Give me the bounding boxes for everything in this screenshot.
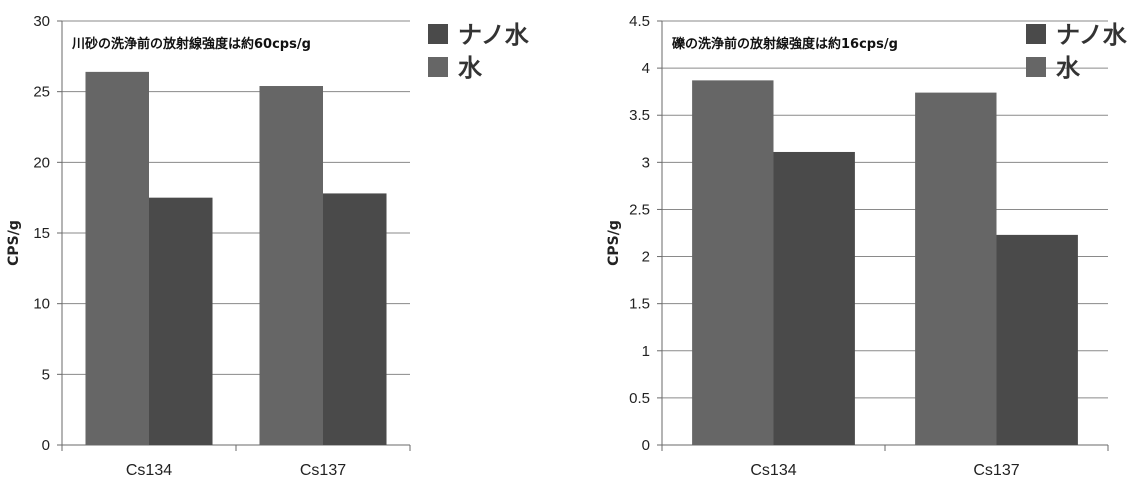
y-tick-label: 20 <box>33 154 50 171</box>
legend-swatch-ナノ水 <box>428 24 448 44</box>
y-tick-label: 10 <box>33 296 50 313</box>
chart-left: 0 5 10 15 20 25 30 Cs134 Cs137 川砂の洗浄前の放射線強度は約60cp… <box>0 0 560 494</box>
y-tick-label: 4 <box>642 60 650 77</box>
y-tick-label: 25 <box>33 84 50 101</box>
legend-swatch-ナノ水 <box>1026 24 1046 44</box>
legend-label: 水 <box>458 54 483 82</box>
y-tick-label: 2 <box>642 249 650 266</box>
legend-swatch-水 <box>1026 57 1046 77</box>
y-tick-label: 30 <box>33 13 50 30</box>
bar-水-Cs137 <box>915 92 997 445</box>
chart-left-svg: 0 5 10 15 20 25 30 Cs134 Cs137 川砂の洗浄前の放射線強度は約60cp… <box>6 13 530 479</box>
x-category-label: Cs137 <box>300 462 346 479</box>
y-tick-label: 15 <box>33 225 50 242</box>
chart-right: 0 0.5 1 1.5 2 2.5 3 3.5 4 4.5 Cs134 Cs137 礫の洗浄前の放射線強… <box>585 0 1139 494</box>
legend-swatch-水 <box>428 57 448 77</box>
y-tick-label: 2.5 <box>629 201 650 218</box>
bar-水-Cs134 <box>692 80 774 446</box>
x-category-label: Cs134 <box>126 462 172 479</box>
chart-annotation: 礫の洗浄前の放射線強度は約16cps/g <box>672 36 898 52</box>
y-tick-label: 0 <box>642 437 650 454</box>
bar-ナノ水-Cs137 <box>996 234 1078 445</box>
legend-label: 水 <box>1056 54 1081 82</box>
y-tick-label: 0.5 <box>629 390 650 407</box>
y-tick-label: 1 <box>642 343 650 360</box>
y-tick-label: 0 <box>42 437 50 454</box>
y-axis-label: CPS/g <box>606 220 622 266</box>
y-tick-label: 4.5 <box>629 13 650 30</box>
chart-annotation: 川砂の洗浄前の放射線強度は約60cps/g <box>71 36 311 52</box>
bar-水-Cs134 <box>85 71 149 445</box>
chart-right-svg: 0 0.5 1 1.5 2 2.5 3 3.5 4 4.5 Cs134 Cs137 礫の洗浄前の放射線強… <box>606 13 1128 479</box>
bar-水-Cs137 <box>259 86 323 445</box>
x-category-label: Cs134 <box>750 462 796 479</box>
y-tick-label: 5 <box>42 366 50 383</box>
bar-ナノ水-Cs134 <box>149 197 213 445</box>
legend-label: ナノ水 <box>458 21 530 49</box>
y-tick-label: 3 <box>642 154 650 171</box>
y-tick-label: 3.5 <box>629 107 650 124</box>
y-tick-label: 1.5 <box>629 296 650 313</box>
x-category-label: Cs137 <box>973 462 1019 479</box>
bar-ナノ水-Cs134 <box>773 151 855 446</box>
bar-ナノ水-Cs137 <box>323 193 387 445</box>
legend-label: ナノ水 <box>1056 21 1128 49</box>
y-axis-label: CPS/g <box>6 220 22 266</box>
